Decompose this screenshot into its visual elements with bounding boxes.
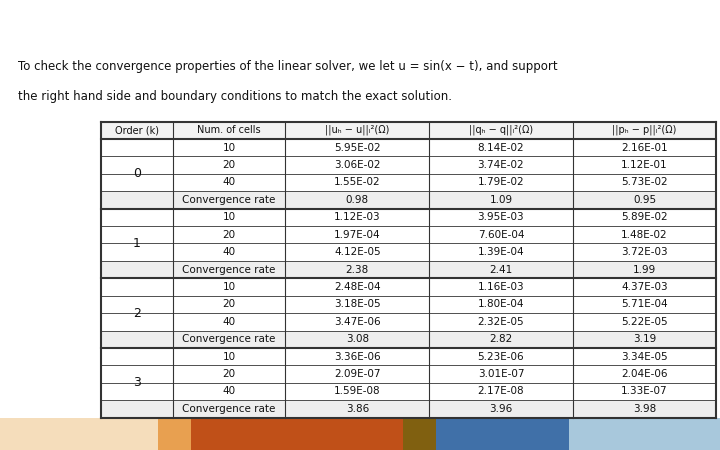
- Text: Order (k): Order (k): [114, 125, 158, 135]
- Text: 1.79E-02: 1.79E-02: [477, 177, 524, 188]
- Text: 1.80E-04: 1.80E-04: [477, 299, 524, 310]
- Text: 8.14E-02: 8.14E-02: [477, 143, 524, 153]
- Text: 0.98: 0.98: [346, 195, 369, 205]
- Text: 2.09E-07: 2.09E-07: [334, 369, 381, 379]
- Text: 1.33E-07: 1.33E-07: [621, 387, 668, 396]
- Text: Convergence rate: Convergence rate: [182, 265, 276, 274]
- Text: 7.60E-04: 7.60E-04: [477, 230, 524, 240]
- Text: 10: 10: [222, 282, 235, 292]
- Text: 3.74E-02: 3.74E-02: [477, 160, 524, 170]
- Bar: [101, 400, 716, 418]
- Bar: [569, 418, 720, 450]
- Text: 20: 20: [222, 230, 235, 240]
- Text: 40: 40: [222, 177, 235, 188]
- Text: 4.12E-05: 4.12E-05: [334, 247, 381, 257]
- Text: 1.16E-03: 1.16E-03: [477, 282, 524, 292]
- Text: 3.08: 3.08: [346, 334, 369, 344]
- Text: 1.48E-02: 1.48E-02: [621, 230, 668, 240]
- Text: 5.73E-02: 5.73E-02: [621, 177, 668, 188]
- Text: ||qₕ − q||ₗ²(Ω): ||qₕ − q||ₗ²(Ω): [469, 125, 533, 135]
- Bar: [101, 191, 716, 209]
- Text: 3.19: 3.19: [633, 334, 656, 344]
- Bar: [285, 122, 429, 139]
- Text: 2: 2: [132, 306, 140, 320]
- Text: 3.96: 3.96: [490, 404, 513, 414]
- Text: Korteweg de Vries Equation: Accuracy of the results: Korteweg de Vries Equation: Accuracy of …: [13, 18, 588, 38]
- Text: 5.95E-02: 5.95E-02: [334, 143, 381, 153]
- Text: 3.34E-05: 3.34E-05: [621, 351, 668, 362]
- Text: ||pₕ − p||ₗ²(Ω): ||pₕ − p||ₗ²(Ω): [613, 125, 677, 135]
- Bar: [573, 122, 716, 139]
- Text: 1.39E-04: 1.39E-04: [477, 247, 524, 257]
- Text: ||uₕ − u||ₗ²(Ω): ||uₕ − u||ₗ²(Ω): [325, 125, 390, 135]
- Text: 10: 10: [222, 143, 235, 153]
- Text: 40: 40: [222, 387, 235, 396]
- Text: 5.23E-06: 5.23E-06: [477, 351, 524, 362]
- Bar: [429, 122, 573, 139]
- Text: 10: 10: [222, 351, 235, 362]
- Text: 20: 20: [222, 299, 235, 310]
- Text: the right hand side and boundary conditions to match the exact solution.: the right hand side and boundary conditi…: [18, 90, 452, 103]
- Text: 2.38: 2.38: [346, 265, 369, 274]
- Text: 3.86: 3.86: [346, 404, 369, 414]
- Bar: [158, 418, 191, 450]
- Text: 3.01E-07: 3.01E-07: [477, 369, 524, 379]
- Text: Convergence rate: Convergence rate: [182, 404, 276, 414]
- Text: 3.36E-06: 3.36E-06: [334, 351, 381, 362]
- Bar: [436, 418, 569, 450]
- Bar: [101, 122, 173, 139]
- Text: 40: 40: [222, 317, 235, 327]
- Text: 5.22E-05: 5.22E-05: [621, 317, 668, 327]
- Text: 5.89E-02: 5.89E-02: [621, 212, 668, 222]
- Bar: [191, 418, 403, 450]
- Bar: [0, 418, 158, 450]
- Text: 0.95: 0.95: [633, 195, 656, 205]
- Text: 3: 3: [132, 376, 140, 389]
- Text: 3.95E-03: 3.95E-03: [477, 212, 524, 222]
- Text: To check the convergence properties of the linear solver, we let u = sin(x − t),: To check the convergence properties of t…: [18, 59, 557, 72]
- Text: Convergence rate: Convergence rate: [182, 334, 276, 344]
- Text: 0: 0: [132, 167, 140, 180]
- Bar: [173, 122, 285, 139]
- Text: Num. of cells: Num. of cells: [197, 125, 261, 135]
- Bar: [101, 330, 716, 348]
- Text: 3.06E-02: 3.06E-02: [334, 160, 381, 170]
- Text: 1.59E-08: 1.59E-08: [334, 387, 381, 396]
- Text: 3.18E-05: 3.18E-05: [334, 299, 381, 310]
- Text: 3.98: 3.98: [633, 404, 656, 414]
- Text: 1.09: 1.09: [490, 195, 513, 205]
- Text: 1.12E-01: 1.12E-01: [621, 160, 668, 170]
- Text: 1.12E-03: 1.12E-03: [334, 212, 381, 222]
- Text: 20: 20: [222, 369, 235, 379]
- Text: 2.32E-05: 2.32E-05: [477, 317, 524, 327]
- Text: 3.72E-03: 3.72E-03: [621, 247, 668, 257]
- Text: 2.16E-01: 2.16E-01: [621, 143, 668, 153]
- Text: 3.47E-06: 3.47E-06: [334, 317, 381, 327]
- Text: 2.48E-04: 2.48E-04: [334, 282, 381, 292]
- Text: 10: 10: [222, 212, 235, 222]
- Text: 2.41: 2.41: [490, 265, 513, 274]
- Text: Convergence rate: Convergence rate: [182, 195, 276, 205]
- Text: 1.55E-02: 1.55E-02: [334, 177, 381, 188]
- Text: 2.17E-08: 2.17E-08: [477, 387, 524, 396]
- Text: 2.82: 2.82: [490, 334, 513, 344]
- Text: 40: 40: [222, 247, 235, 257]
- Bar: [403, 418, 436, 450]
- Text: 1.97E-04: 1.97E-04: [334, 230, 381, 240]
- Text: 5.71E-04: 5.71E-04: [621, 299, 668, 310]
- Text: 2.04E-06: 2.04E-06: [621, 369, 668, 379]
- Text: 1.99: 1.99: [633, 265, 656, 274]
- Bar: [101, 261, 716, 278]
- Text: 1: 1: [132, 237, 140, 250]
- Text: 4.37E-03: 4.37E-03: [621, 282, 668, 292]
- Text: 20: 20: [222, 160, 235, 170]
